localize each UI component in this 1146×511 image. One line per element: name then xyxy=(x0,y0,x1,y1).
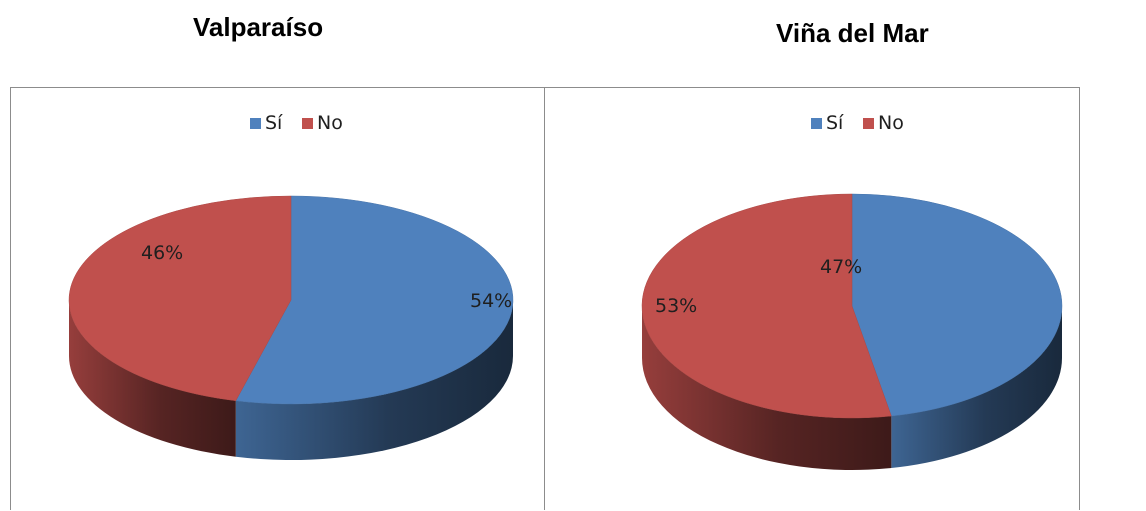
pie-side-si xyxy=(891,306,1062,469)
legend-label-no: No xyxy=(317,112,343,134)
pie-sides xyxy=(642,306,1062,470)
legend-label-no: No xyxy=(878,112,904,134)
legend-swatch-si xyxy=(811,118,822,129)
chart-panel-vina-del-mar: 47% 53% Sí No xyxy=(544,87,1080,510)
data-label-no: 53% xyxy=(655,295,697,317)
legend-swatch-no xyxy=(302,118,313,129)
legend-label-si: Sí xyxy=(265,112,283,134)
pie-slice-si xyxy=(235,195,514,405)
legend: Sí No xyxy=(250,112,343,134)
chart-panel-valparaiso: 54% 46% Sí No xyxy=(10,87,545,510)
data-label-no: 46% xyxy=(141,242,183,264)
pie-side-si xyxy=(235,300,514,460)
pie-slice-no xyxy=(641,193,892,419)
pie-chart-vina-del-mar: 47% 53% Sí No xyxy=(641,112,1063,470)
pie-chart-valparaiso: 54% 46% Sí No xyxy=(68,112,514,460)
pie-sides xyxy=(69,300,514,460)
pie-slice-no xyxy=(68,195,292,402)
data-label-si: 47% xyxy=(820,256,862,278)
legend-swatch-no xyxy=(863,118,874,129)
pie-side-no xyxy=(642,306,892,470)
pie-slice-si xyxy=(851,193,1063,417)
legend-swatch-si xyxy=(250,118,261,129)
legend: Sí No xyxy=(811,112,904,134)
legend-label-si: Sí xyxy=(826,112,844,134)
chart-title-vina-del-mar: Viña del Mar xyxy=(776,18,929,48)
pie-side-no xyxy=(69,300,236,457)
chart-title-valparaiso: Valparaíso xyxy=(193,12,324,42)
data-label-si: 54% xyxy=(470,290,512,312)
